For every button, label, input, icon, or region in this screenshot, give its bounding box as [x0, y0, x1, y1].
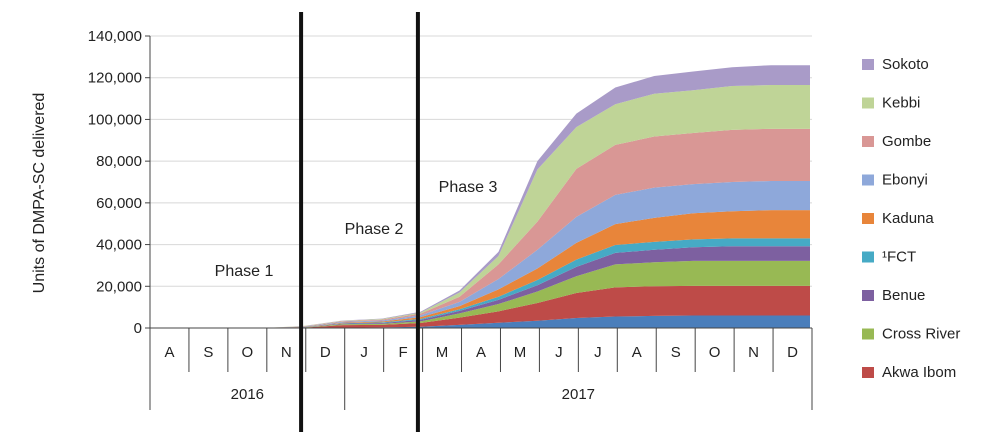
legend-label: ¹FCT: [882, 249, 916, 266]
legend-label: Sokoto: [882, 56, 929, 73]
legend-label: Kebbi: [882, 95, 920, 112]
legend-swatch: [862, 97, 874, 109]
legend: Sokoto Kebbi Gombe Ebonyi Kaduna ¹FCT Benue Cro…: [862, 56, 960, 381]
x-year-label: 2016: [231, 386, 264, 403]
y-tick-label: 80,000: [96, 153, 142, 170]
y-tick-label: 40,000: [96, 237, 142, 254]
legend-swatch: [862, 328, 874, 340]
x-month-label: A: [476, 344, 486, 361]
area-kaduna: [186, 210, 811, 328]
x-year-label: 2017: [562, 386, 595, 403]
area-unlabeled-bottom: [186, 315, 811, 328]
x-month-label: O: [709, 344, 721, 361]
x-month-label: O: [242, 344, 254, 361]
phase-label: Phase 2: [345, 221, 404, 238]
x-month-label: M: [436, 344, 449, 361]
y-tick-label: 140,000: [88, 28, 142, 45]
phase-dividers: Phase 1 Phase 2 Phase 3: [215, 12, 498, 432]
x-month-label: J: [594, 344, 602, 361]
x-month-label: A: [164, 344, 174, 361]
y-tick-label: 60,000: [96, 195, 142, 212]
y-axis-label: Units of DMPA-SC delivered: [31, 93, 48, 294]
legend-label: Ebonyi: [882, 172, 928, 189]
x-month-label: D: [320, 344, 331, 361]
y-tick-label: 20,000: [96, 278, 142, 295]
area-gombe: [186, 128, 811, 328]
legend-item: Ebonyi: [862, 172, 928, 189]
legend-swatch: [862, 174, 874, 186]
x-axis: A S O N D J F M A M J J A S O N D 2016 2017: [149, 327, 813, 410]
x-month-label: A: [632, 344, 642, 361]
x-month-label: S: [671, 344, 681, 361]
legend-item: Benue: [862, 287, 925, 304]
legend-item: Sokoto: [862, 56, 929, 73]
area-cross-river: [186, 260, 811, 328]
y-tick-label: 0: [134, 320, 142, 337]
phase-label: Phase 3: [439, 179, 498, 196]
area-ebonyi: [186, 180, 811, 328]
legend-swatch: [862, 251, 874, 263]
legend-item: ¹FCT: [862, 249, 916, 266]
y-tick-label: 120,000: [88, 70, 142, 87]
area-series: [186, 65, 811, 328]
legend-label: Cross River: [882, 326, 960, 343]
legend-item: Kaduna: [862, 210, 934, 227]
legend-item: Akwa Ibom: [862, 364, 956, 381]
legend-label: Kaduna: [882, 210, 934, 227]
area-akwa-ibom: [186, 285, 811, 328]
legend-label: Akwa Ibom: [882, 364, 956, 381]
legend-item: Cross River: [862, 326, 960, 343]
legend-swatch: [862, 290, 874, 301]
x-month-label: N: [281, 344, 292, 361]
x-month-label: S: [203, 344, 213, 361]
legend-item: Gombe: [862, 133, 931, 150]
x-month-label: J: [555, 344, 563, 361]
legend-swatch: [862, 367, 874, 378]
legend-swatch: [862, 136, 874, 147]
area-benue: [186, 246, 811, 328]
legend-item: Kebbi: [862, 95, 920, 112]
x-month-label: D: [787, 344, 798, 361]
x-month-label: M: [514, 344, 527, 361]
x-month-label: J: [360, 344, 368, 361]
y-gridlines: [150, 35, 812, 287]
area-kebbi: [186, 85, 811, 328]
legend-swatch: [862, 59, 874, 70]
legend-label: Gombe: [882, 133, 931, 150]
phase-label: Phase 1: [215, 263, 274, 280]
y-tick-label: 100,000: [88, 111, 142, 128]
y-axis: 0 20,000 40,000 60,000 80,000 100,000 120,000 1…: [88, 28, 151, 337]
x-month-label: N: [748, 344, 759, 361]
x-month-label: F: [399, 344, 408, 361]
legend-swatch: [862, 213, 874, 224]
legend-label: Benue: [882, 287, 925, 304]
